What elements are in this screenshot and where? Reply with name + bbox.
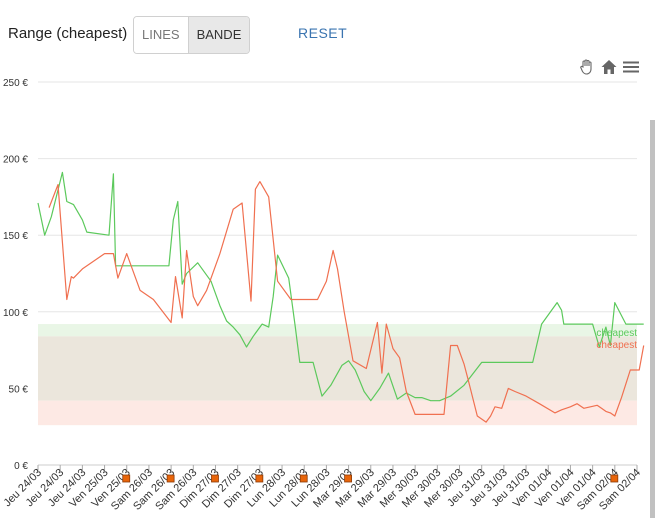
range-label: Range (cheapest) <box>8 25 128 42</box>
series-line-1 <box>48 180 645 423</box>
weekend-marker <box>299 474 308 483</box>
menu-icon[interactable] <box>622 58 640 76</box>
lines-button[interactable]: LINES <box>134 17 189 53</box>
y-tick-label: 250 € <box>3 78 28 89</box>
y-tick-label: 0 € <box>14 461 28 472</box>
y-tick-label: 50 € <box>9 384 29 395</box>
bande-button[interactable]: BANDE <box>188 17 250 53</box>
weekend-marker <box>610 474 619 483</box>
home-icon[interactable] <box>600 58 618 76</box>
weekend-marker <box>122 474 131 483</box>
scrollbar[interactable] <box>650 120 655 518</box>
hand-icon[interactable] <box>578 58 596 76</box>
price-band <box>38 400 637 426</box>
series-line-0 <box>37 171 644 402</box>
price-chart: 0 € 50 € 100 € 150 € 200 € 250 € cheapestcheap… <box>1 78 645 513</box>
toolbar: Range (cheapest) LINES BANDE RESET <box>0 0 655 68</box>
weekend-marker <box>166 474 175 483</box>
reset-button[interactable]: RESET <box>298 25 348 41</box>
y-tick-label: 150 € <box>3 231 28 242</box>
y-tick-label: 200 € <box>3 155 28 166</box>
series-label: cheapest <box>596 340 637 351</box>
chart-controls <box>578 58 640 76</box>
weekend-marker <box>211 474 219 483</box>
view-toggle: LINES BANDE <box>133 16 251 54</box>
y-tick-label: 100 € <box>3 308 28 319</box>
price-band <box>38 324 637 337</box>
weekend-marker <box>344 474 352 483</box>
weekend-marker <box>255 474 264 483</box>
price-band <box>38 336 637 401</box>
series-label: cheapest <box>596 328 637 339</box>
